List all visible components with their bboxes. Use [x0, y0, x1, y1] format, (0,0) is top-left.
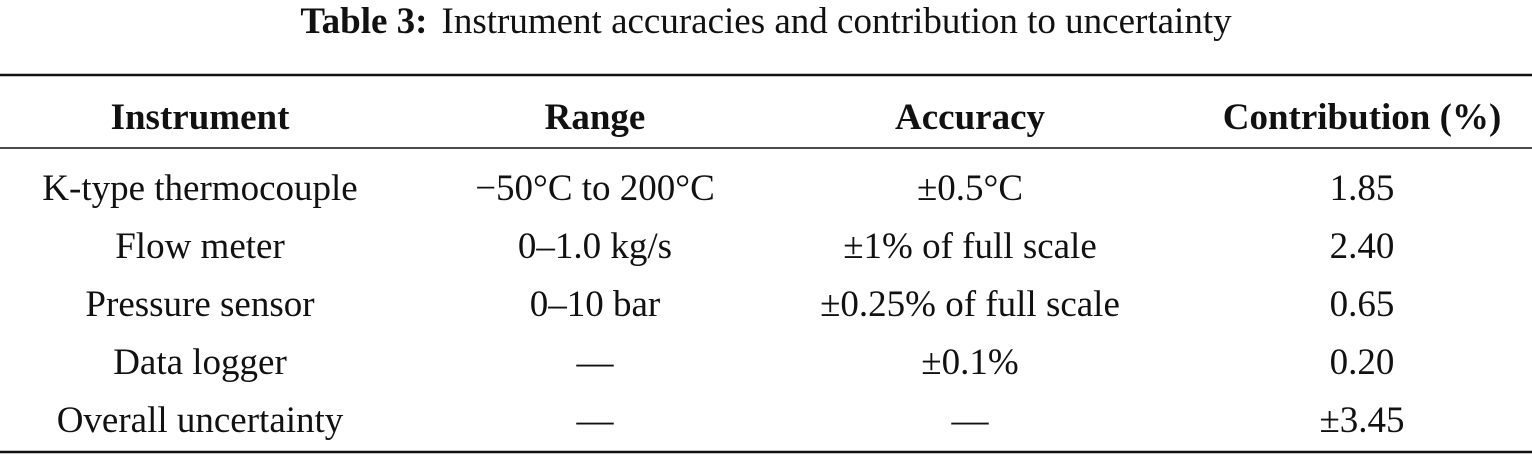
table-cell: —	[951, 400, 990, 441]
caption-label: Table 3:	[300, 1, 427, 42]
table-cell: K-type thermocouple	[42, 168, 357, 209]
header-cell: Range	[545, 97, 646, 138]
table-caption: Table 3: Instrument accuracies and contri…	[300, 1, 1232, 42]
table-cell: −50°C to 200°C	[475, 168, 715, 209]
table-cell: Data logger	[113, 342, 287, 383]
table-cell: —	[576, 400, 615, 441]
table-cell: 0–1.0 kg/s	[518, 226, 672, 267]
table-cell: ±1% of full scale	[843, 226, 1097, 267]
table-cell: Flow meter	[115, 226, 285, 267]
caption-text: Instrument accuracies and contribution t…	[442, 1, 1233, 42]
header-cell: Contribution (%)	[1223, 97, 1502, 138]
header-cell: Accuracy	[895, 97, 1045, 138]
table-cell: 0–10 bar	[530, 284, 661, 325]
table-cell: ±0.25% of full scale	[820, 284, 1120, 325]
table-cell: ±0.5°C	[917, 168, 1023, 209]
header-cell: Instrument	[111, 97, 291, 138]
table-cell: Overall uncertainty	[57, 400, 344, 441]
table-cell: 0.20	[1330, 342, 1395, 383]
table-cell: 1.85	[1330, 168, 1395, 209]
table-cell: 0.65	[1330, 284, 1395, 325]
table-cell: —	[576, 342, 615, 383]
table-cell: ±0.1%	[921, 342, 1018, 383]
table-cell: 2.40	[1330, 226, 1395, 267]
table-cell: ±3.45	[1319, 400, 1404, 441]
table-cell: Pressure sensor	[85, 284, 314, 325]
